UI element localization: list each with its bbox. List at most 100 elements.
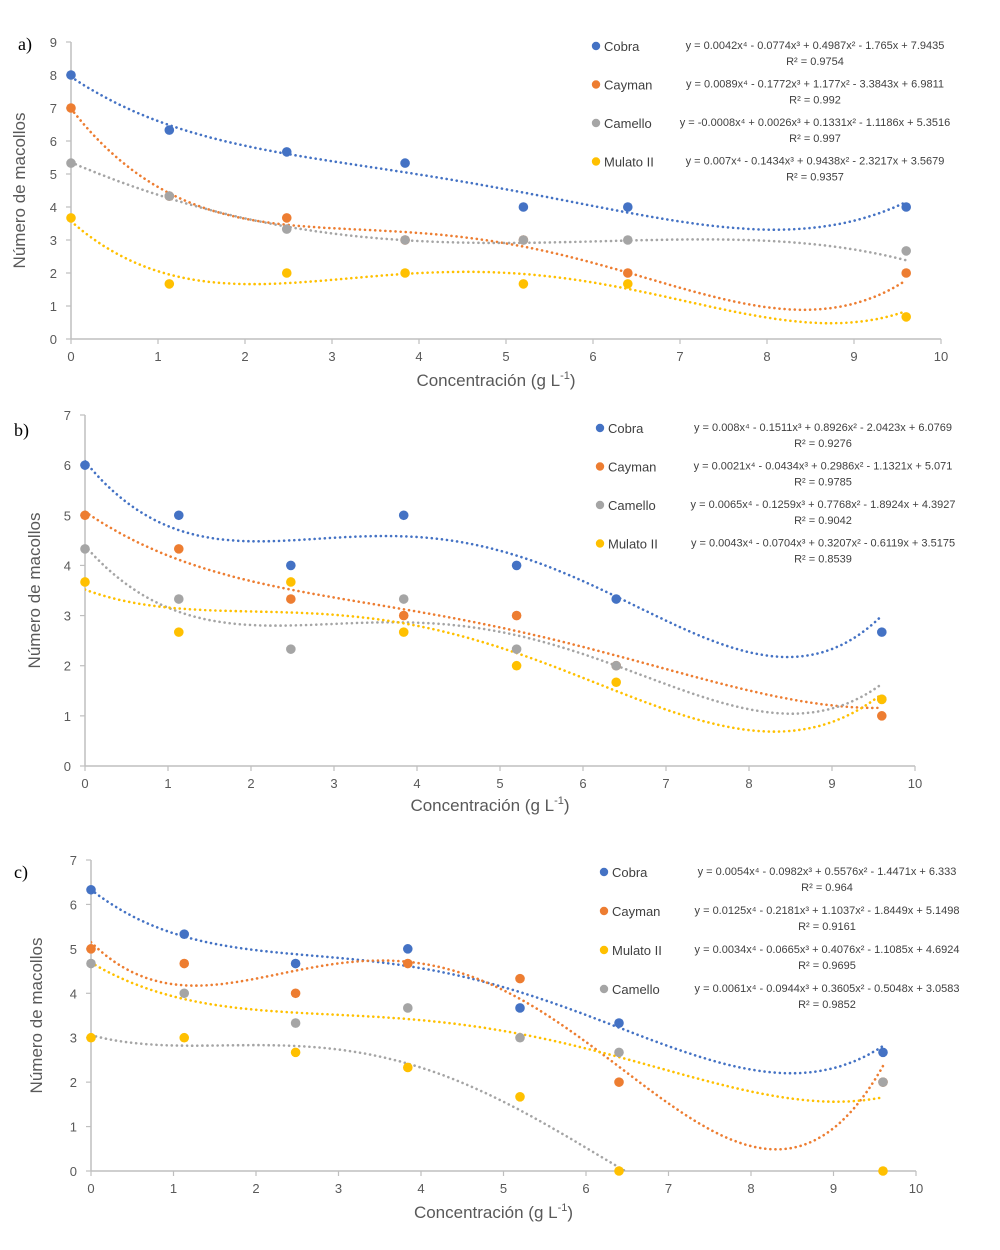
x-tick-label: 0 bbox=[67, 349, 74, 364]
trendline-camello bbox=[71, 161, 908, 262]
x-axis-title-end: ) bbox=[564, 796, 570, 815]
trendline-r-squared: R² = 0.9695 bbox=[798, 960, 856, 972]
data-point-cayman bbox=[614, 1077, 624, 1087]
series-mulato-ii bbox=[86, 1032, 888, 1176]
data-point-cobra bbox=[400, 158, 410, 168]
legend-marker-mulato-ii bbox=[595, 539, 605, 548]
legend: Cobra y = 0.0054x⁴ - 0.0982x³ + 0.5576x² … bbox=[599, 865, 960, 1011]
legend-item-camello: Camello y = 0.0061x⁴ - 0.0944x³ + 0.3605x… bbox=[599, 982, 960, 1011]
data-point-cayman bbox=[80, 510, 90, 521]
y-tick-label: 5 bbox=[64, 508, 71, 523]
data-point-camello bbox=[623, 235, 633, 245]
data-point-mulato-ii bbox=[400, 268, 410, 278]
data-point-camello bbox=[86, 958, 96, 969]
data-point-mulato-ii bbox=[877, 694, 887, 705]
y-tick-label: 0 bbox=[64, 759, 71, 774]
data-point-cobra bbox=[403, 944, 413, 954]
trendlines bbox=[85, 460, 884, 733]
x-tick-label: 9 bbox=[830, 1181, 837, 1196]
trendline-r-squared: R² = 0.9754 bbox=[786, 56, 844, 68]
trendline-cayman bbox=[85, 510, 884, 710]
data-point-cobra bbox=[173, 510, 184, 521]
x-axis-title: Concentración (g L-1) bbox=[414, 1202, 573, 1222]
data-point-cobra bbox=[511, 560, 522, 571]
legend-label: Cobra bbox=[604, 39, 640, 54]
y-tick-label: 7 bbox=[50, 101, 57, 116]
data-point-cayman bbox=[901, 268, 911, 278]
legend-marker-cayman bbox=[595, 462, 605, 471]
x-tick-label: 7 bbox=[665, 1181, 672, 1196]
data-point-camello bbox=[518, 235, 529, 245]
legend: Cobra y = 0.0042x⁴ - 0.0774x³ + 0.4987x² … bbox=[591, 39, 950, 184]
legend-item-cobra: Cobra y = 0.0054x⁴ - 0.0982x³ + 0.5576x² … bbox=[599, 865, 957, 894]
legend-marker-camello bbox=[595, 500, 605, 510]
trendline-r-squared: R² = 0.9161 bbox=[798, 921, 856, 933]
x-axis-title-end: ) bbox=[570, 371, 576, 390]
y-tick-label: 6 bbox=[64, 458, 71, 473]
y-tick-label: 0 bbox=[70, 1164, 77, 1179]
data-point-cobra bbox=[877, 627, 887, 637]
data-point-mulato-ii bbox=[281, 268, 292, 278]
trendline-equation: y = 0.0042x⁴ - 0.0774x³ + 0.4987x² - 1.7… bbox=[686, 40, 945, 52]
data-point-mulato-ii bbox=[398, 627, 409, 637]
trendline-mulato-ii bbox=[71, 220, 908, 325]
panel-label: b) bbox=[14, 420, 29, 441]
trendline-equation: y = 0.0034x⁴ - 0.0665x³ + 0.4076x² - 1.1… bbox=[695, 944, 960, 956]
x-tick-label: 1 bbox=[170, 1181, 177, 1196]
y-tick-label: 6 bbox=[70, 897, 77, 912]
x-tick-label: 2 bbox=[241, 349, 248, 364]
data-point-cobra bbox=[80, 460, 90, 470]
data-point-mulato-ii bbox=[86, 1032, 96, 1043]
x-axis-title-main: Concentración (g L bbox=[416, 371, 560, 390]
chart-panel-c: c) 0 1 2 3 4 5 6 7 0 1 2 3 4 5 6 7 8 9 10 Número de macollos… bbox=[14, 853, 959, 1222]
x-tick-label: 5 bbox=[496, 776, 503, 791]
trendline-equation: y = 0.0054x⁴ - 0.0982x³ + 0.5576x² - 1.4… bbox=[698, 866, 957, 878]
x-tick-label: 4 bbox=[413, 776, 420, 791]
series-camello bbox=[66, 158, 911, 256]
panel-label: a) bbox=[18, 34, 32, 55]
x-tick-label: 4 bbox=[417, 1181, 424, 1196]
data-point-camello bbox=[398, 594, 409, 604]
data-point-cobra bbox=[398, 510, 409, 521]
series-mulato-ii bbox=[80, 577, 887, 705]
x-tick-label: 4 bbox=[415, 349, 422, 364]
x-tick-label: 8 bbox=[745, 776, 752, 791]
trendline-r-squared: R² = 0.9276 bbox=[794, 438, 852, 450]
trendline-camello bbox=[85, 544, 884, 715]
data-point-mulato-ii bbox=[179, 1032, 190, 1043]
data-point-camello bbox=[286, 644, 296, 654]
data-point-cayman bbox=[173, 544, 184, 554]
x-axis-title: Concentración (g L-1) bbox=[416, 370, 575, 390]
data-point-cayman bbox=[179, 958, 190, 969]
data-point-mulato-ii bbox=[614, 1166, 624, 1176]
legend-item-mulato-ii: Mulato II y = 0.007x⁴ - 0.1434x³ + 0.9438… bbox=[591, 155, 944, 184]
data-point-cayman bbox=[403, 958, 413, 969]
data-point-cobra bbox=[164, 125, 175, 135]
data-point-camello bbox=[281, 224, 292, 234]
x-tick-label: 5 bbox=[502, 349, 509, 364]
data-point-camello bbox=[515, 1032, 525, 1043]
trendline-cobra bbox=[71, 75, 908, 231]
series-cobra bbox=[80, 460, 887, 637]
legend-label: Camello bbox=[604, 116, 652, 131]
data-point-camello bbox=[173, 594, 184, 604]
data-point-camello bbox=[179, 988, 190, 999]
y-tick-label: 3 bbox=[64, 609, 71, 624]
x-axis-title-main: Concentración (g L bbox=[414, 1203, 558, 1222]
trendline-r-squared: R² = 0.9785 bbox=[794, 477, 852, 489]
legend-label: Camello bbox=[612, 982, 660, 997]
x-axis-title-end: ) bbox=[567, 1203, 573, 1222]
x-tick-label: 3 bbox=[328, 349, 335, 364]
data-point-mulato-ii bbox=[403, 1062, 413, 1073]
y-tick-label: 4 bbox=[70, 986, 77, 1001]
x-axis-title-main: Concentración (g L bbox=[410, 796, 554, 815]
trendline-cobra bbox=[91, 888, 885, 1075]
y-tick-label: 5 bbox=[70, 942, 77, 957]
data-point-mulato-ii bbox=[511, 660, 522, 671]
trendline-equation: y = 0.0061x⁴ - 0.0944x³ + 0.3605x² - 0.5… bbox=[695, 983, 960, 995]
legend-label: Cayman bbox=[608, 460, 656, 475]
data-point-camello bbox=[511, 644, 522, 654]
trendline-camello bbox=[91, 1033, 626, 1171]
panel-label: c) bbox=[14, 862, 28, 883]
series-cobra bbox=[86, 884, 888, 1058]
